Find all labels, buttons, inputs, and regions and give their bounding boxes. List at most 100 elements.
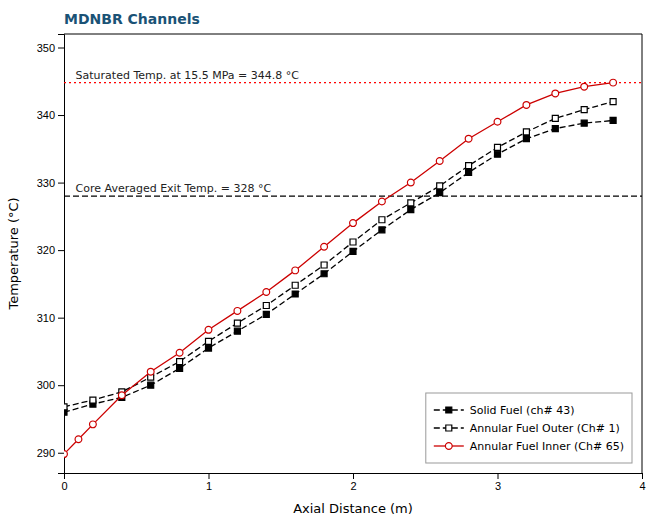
chart: 0 1 2 3 4 290 300 310 320 330 340 350 Saturated Temp… [0,0,662,525]
x-tick: 1 [206,473,212,492]
point [379,227,385,233]
point [494,118,501,125]
point [436,158,443,165]
point [437,183,443,189]
point [206,345,212,351]
point [552,115,558,121]
y-tick-mark [58,115,64,116]
x-tick-mark [353,473,354,479]
y-axis: 290 300 310 320 330 340 350 [37,35,65,474]
point [350,248,356,254]
point [292,282,298,288]
point [350,220,357,227]
legend-label: Solid Fuel (ch# 43) [470,404,575,417]
point [206,338,212,344]
x-axis-label: Axial Distance (m) [293,501,413,516]
legend-label: Annular Fuel Outer (Ch# 1) [470,422,620,435]
point [321,243,328,250]
annotation: Saturated Temp. at 15.5 MPa = 344.8 °C [76,69,300,82]
point [350,239,356,245]
y-tick-mark [58,250,64,251]
annotation: Core Averaged Exit Temp. = 328 °C [76,182,272,195]
point [495,144,501,150]
y-tick-mark [58,183,64,184]
point [379,217,385,223]
point [90,421,97,428]
legend-marker [446,425,452,431]
legend-marker [445,443,452,450]
point [407,179,414,186]
legend: Solid Fuel (ch# 43) Annular Fuel Outer (C… [426,393,632,463]
point [523,102,530,109]
reference-line [64,195,642,196]
x-tick: 2 [350,473,356,492]
point [581,107,587,113]
point [148,382,154,388]
frame-top [64,34,642,35]
point [64,451,67,458]
y-tick-label: 290 [37,447,55,459]
x-tick-label: 2 [350,480,356,492]
y-axis-label: Temperature (°C) [6,197,21,310]
point [465,135,472,142]
point [292,291,298,297]
x-axis: 0 1 2 3 4 [61,473,645,492]
y-tick: 300 [37,379,64,391]
y-tick-label: 340 [37,109,55,121]
x-axis-line [65,474,643,480]
y-axis-line [58,35,65,474]
point [523,129,529,135]
point [581,120,587,126]
point [610,79,617,86]
series-line [64,102,613,407]
point [321,262,327,268]
x-tick-label: 0 [61,480,67,492]
y-tick-mark [58,453,64,454]
x-tick-label: 1 [206,480,212,492]
y-tick-label: 300 [37,379,55,391]
point [581,83,588,90]
point [177,365,183,371]
series [64,99,616,410]
plot: 0 1 2 3 4 290 300 310 320 330 340 350 Saturated Temp… [37,34,646,492]
title: MDNBR Channels [64,11,200,27]
point [75,436,82,443]
point [523,136,529,142]
y-tick-mark [58,48,64,49]
point [610,117,616,123]
y-tick: 340 [37,109,64,121]
x-tick-label: 4 [639,480,645,492]
x-tick: 3 [495,473,501,492]
point [147,368,154,375]
legend-box [426,393,632,463]
point [552,90,559,97]
series-line [64,120,613,412]
x-tick-mark [498,473,499,479]
point [90,397,96,403]
y-tick-mark [58,318,64,319]
y-tick-mark [58,385,64,386]
y-tick: 310 [37,312,64,324]
y-tick-label: 320 [37,244,55,256]
y-tick: 290 [37,447,64,459]
x-tick: 4 [639,473,645,492]
point [64,404,67,410]
point [495,151,501,157]
legend-label: Annular Fuel Inner (Ch# 65) [470,440,624,453]
y-tick-label: 350 [37,42,55,54]
point [437,190,443,196]
point [552,126,558,132]
point [610,99,616,105]
y-tick: 320 [37,244,64,256]
point [234,308,241,315]
point [118,392,125,399]
point [234,328,240,334]
x-tick-mark [642,473,643,479]
point [408,200,414,206]
x-tick: 0 [61,473,67,492]
y-tick: 330 [37,177,64,189]
series [64,117,616,415]
point [263,311,269,317]
point [263,303,269,309]
point [379,198,386,205]
